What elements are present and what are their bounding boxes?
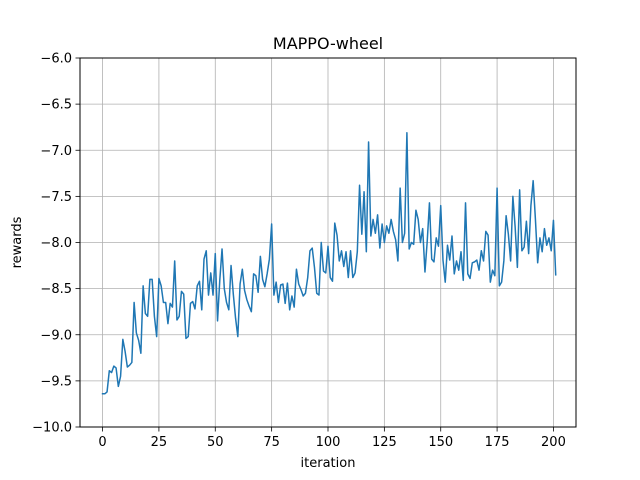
y-tick-label: −7.5: [40, 190, 72, 205]
series-group: [101, 131, 557, 395]
y-tick-label: −9.0: [40, 328, 72, 343]
x-tick-label: 150: [428, 435, 453, 450]
y-tick-label: −6.0: [40, 52, 72, 67]
x-tick-label: 100: [316, 435, 341, 450]
x-axis-label: iteration: [301, 456, 356, 471]
x-axis-ticks: 0 25 50 75 100 125 150 175 200: [98, 427, 566, 450]
x-tick-label: 125: [372, 435, 397, 450]
chart-title: MAPPO-wheel: [273, 34, 383, 53]
x-tick-label: 200: [541, 435, 566, 450]
y-tick-label: −8.0: [40, 236, 72, 251]
series-line: [101, 131, 557, 395]
x-tick-label: 0: [98, 435, 106, 450]
x-tick-label: 75: [263, 435, 280, 450]
y-tick-label: −10.0: [32, 421, 72, 436]
y-axis-ticks: −10.0 −9.5 −9.0 −8.5 −8.0 −7.5 −7.0 −6.5 −6.0: [32, 52, 80, 436]
y-tick-label: −8.5: [40, 282, 72, 297]
x-tick-label: 50: [207, 435, 224, 450]
y-tick-label: −7.0: [40, 144, 72, 159]
y-axis-label: rewards: [10, 216, 25, 268]
x-tick-label: 175: [485, 435, 510, 450]
x-tick-label: 25: [151, 435, 168, 450]
y-tick-label: −6.5: [40, 98, 72, 113]
y-tick-label: −9.5: [40, 374, 72, 389]
